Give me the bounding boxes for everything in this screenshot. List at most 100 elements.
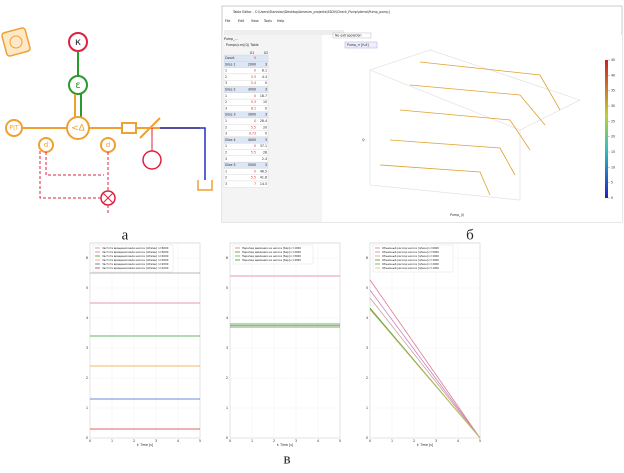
legend-entry: Частота вращения вала насоса [об/мин] n=… xyxy=(102,246,169,250)
node-label: <Δ xyxy=(71,124,86,134)
table-row xyxy=(223,124,269,131)
plot-tab[interactable] xyxy=(344,41,378,49)
x-tick-label: 0 xyxy=(369,439,371,443)
diagram: к ε <Δ P|T d d xyxy=(1,27,213,215)
legend-entry: Объемный расход насоса [л/мин] n=3000 xyxy=(382,258,439,262)
table-row xyxy=(223,105,269,112)
table-cell: 0 xyxy=(254,94,256,98)
table-cell: 1 xyxy=(225,94,227,98)
x-tick-label: 3 xyxy=(155,439,157,443)
table-cell: Count xyxy=(225,56,235,60)
y-tick-label: 1 xyxy=(366,406,368,410)
x-tick-label: 5 xyxy=(199,439,201,443)
table-cell: 5 xyxy=(254,56,256,60)
cross xyxy=(102,192,114,204)
table-cell: 1 xyxy=(225,169,227,173)
tank xyxy=(197,180,213,191)
x-tick-label: 3 xyxy=(295,439,297,443)
plot-area xyxy=(229,242,341,439)
table-cell: 3 xyxy=(265,163,267,167)
panel-label: б xyxy=(466,227,474,243)
table-cell: 0 xyxy=(254,144,256,148)
legend xyxy=(92,244,174,273)
colorbar-tick-label: 15 xyxy=(611,150,615,154)
table-cell: 8.1 xyxy=(251,106,256,110)
y-tick-label: 0 xyxy=(86,436,88,440)
table-cell: 14.5 xyxy=(260,182,267,186)
table-cell: 3 xyxy=(265,88,267,92)
table-cell: Slice 5 xyxy=(225,163,236,167)
table-cell: 0 xyxy=(265,81,267,85)
legend-entry: Частота вращения вала насоса [об/мин] n=… xyxy=(102,262,169,266)
table-cell: 3 xyxy=(265,113,267,117)
table-cell: Slice 1 xyxy=(225,62,236,66)
colorbar-tick-label: 30 xyxy=(611,104,615,108)
y-tick-label: 2 xyxy=(86,376,88,380)
x-tick-label: 2 xyxy=(273,439,275,443)
legend-entry: Частота вращения вала насоса [об/мин] n=… xyxy=(102,266,169,270)
legend-entry: Частота вращения вала насоса [об/мин] n=… xyxy=(102,254,169,258)
table-name: Pumps(r.m)(Q) Table xyxy=(226,43,259,47)
x-tick-label: 4 xyxy=(317,439,319,443)
colorbar-tick-label: 25 xyxy=(611,119,615,123)
table-cell: 28.4 xyxy=(260,119,267,123)
table-cell: Slice 3 xyxy=(225,113,236,117)
legend xyxy=(232,244,314,265)
x-tick-label: 1 xyxy=(111,439,113,443)
x-axis-label: Pump_(l) xyxy=(450,213,464,217)
table-cell: 2 xyxy=(225,176,227,180)
y-axis-label: Q xyxy=(362,138,365,142)
valve xyxy=(139,117,161,139)
table-cell: 3 xyxy=(225,157,227,161)
link xyxy=(45,152,109,190)
table-cell: 46.5 xyxy=(260,169,267,173)
node xyxy=(142,150,162,170)
table-cell: 5000 xyxy=(248,163,256,167)
legend-entry: Перепад давления на насосе [бар] n=2000 xyxy=(242,250,301,254)
table-cell: 5.5 xyxy=(251,176,256,180)
block xyxy=(121,122,137,134)
node xyxy=(68,75,88,95)
table-cell: 20 xyxy=(263,125,267,129)
y-tick-label: 5 xyxy=(86,286,88,290)
table-cell: 2 xyxy=(225,75,227,79)
table-cell: 0 xyxy=(254,119,256,123)
table-editor: Table Editor - C:\Users\Stanislav\Deskto… xyxy=(221,5,623,223)
table-cell: 18.7 xyxy=(260,94,267,98)
menu-item: View xyxy=(251,19,259,23)
dropdown-value: No extrapolation xyxy=(335,34,362,38)
x-tick-label: 5 xyxy=(339,439,341,443)
y-tick-label: 3 xyxy=(366,346,368,350)
table-cell: 4.4 xyxy=(262,75,267,79)
colorbar-tick-label: 10 xyxy=(611,165,615,169)
series-line xyxy=(369,279,481,439)
table-cell: 37.1 xyxy=(260,144,267,148)
table-cell: 2 xyxy=(225,151,227,155)
plot-panel xyxy=(322,35,622,222)
y-tick-label: 1 xyxy=(86,406,88,410)
y-tick-label: 0 xyxy=(226,436,228,440)
y-tick-label: 3 xyxy=(226,346,228,350)
x-tick-label: 4 xyxy=(177,439,179,443)
icon xyxy=(9,35,23,49)
y-tick-label: 1 xyxy=(226,406,228,410)
table-cell: 3 xyxy=(265,62,267,66)
table-cell: 1 xyxy=(225,69,227,73)
table-cell: 3 xyxy=(225,132,227,136)
x-tick-label: 0 xyxy=(89,439,91,443)
legend-entry: Объемный расход насоса [л/мин] n=5000 xyxy=(382,250,439,254)
colorbar-tick-label: 5 xyxy=(611,181,613,185)
table-cell: 28 xyxy=(263,151,267,155)
node-label: к xyxy=(75,37,81,48)
legend-entry: Объемный расход насоса [л/мин] n=1000 xyxy=(382,266,439,270)
legend-entry: Перепад давления на насосе [бар] n=3000 xyxy=(242,254,301,258)
table-cell: 0 xyxy=(254,169,256,173)
panel-label: в xyxy=(283,451,290,467)
dropdown[interactable] xyxy=(332,32,372,39)
x-tick-label: 1 xyxy=(391,439,393,443)
node-label: P|T xyxy=(9,125,19,132)
node-label: d xyxy=(44,141,48,149)
table-row xyxy=(223,130,269,138)
table-cell: 2 xyxy=(225,100,227,104)
